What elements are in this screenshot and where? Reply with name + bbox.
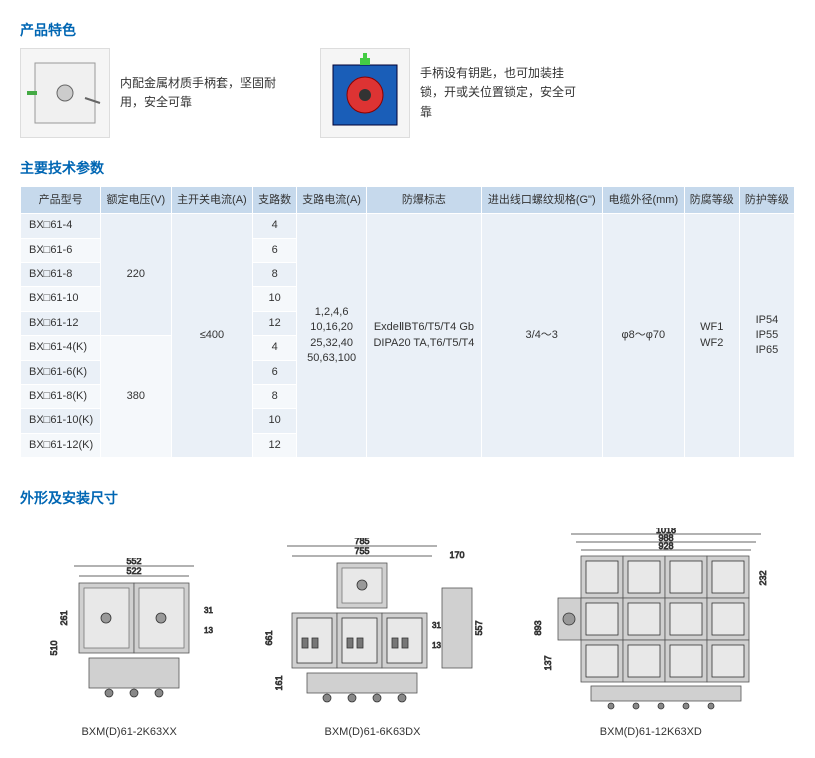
dim-3-label: BXM(D)61-12K63XD	[526, 726, 776, 738]
svg-text:893: 893	[533, 621, 543, 636]
cell-circuits: 6	[253, 360, 297, 384]
th-voltage: 额定电压(V)	[101, 187, 171, 214]
th-circuits: 支路数	[253, 187, 297, 214]
dim-1-label: BXM(D)61-2K63XX	[39, 726, 219, 738]
cell-model: BX□61-8	[21, 263, 101, 287]
svg-text:137: 137	[543, 656, 553, 671]
cell-circuits: 12	[253, 433, 297, 457]
table-row: BX□61-4220≤40041,2,4,6 10,16,20 25,32,40…	[21, 214, 795, 238]
dim-1: 552 522 510 261 31 13 BXM(D)61-2K63XX	[39, 558, 219, 738]
cell-branch-current: 1,2,4,6 10,16,20 25,32,40 50,63,100	[296, 214, 366, 458]
cell-model: BX□61-6(K)	[21, 360, 101, 384]
dim-1-drawing: 552 522 510 261 31 13	[39, 558, 219, 718]
cell-model: BX□61-8(K)	[21, 385, 101, 409]
cell-protection: IP54 IP55 IP65	[739, 214, 794, 458]
cell-circuits: 4	[253, 336, 297, 360]
feature-2-image	[320, 48, 410, 138]
cell-circuits: 12	[253, 311, 297, 335]
dim-2-label: BXM(D)61-6K63DX	[257, 726, 487, 738]
cell-thread: 3/4～3	[481, 214, 602, 458]
cell-circuits: 8	[253, 385, 297, 409]
feature-2: 手柄设有钥匙，也可加装挂锁，开或关位置锁定，安全可靠	[320, 48, 580, 138]
features-title: 产品特色	[20, 20, 795, 40]
cell-circuits: 10	[253, 287, 297, 311]
svg-text:31: 31	[432, 621, 441, 630]
cell-model: BX□61-4	[21, 214, 101, 238]
svg-text:522: 522	[127, 566, 142, 576]
feature-2-text: 手柄设有钥匙，也可加装挂锁，开或关位置锁定，安全可靠	[420, 64, 580, 122]
svg-text:13: 13	[204, 626, 213, 635]
th-thread: 进出线口螺纹规格(G")	[481, 187, 602, 214]
cell-circuits: 10	[253, 409, 297, 433]
svg-text:661: 661	[264, 631, 274, 646]
th-protection: 防护等级	[739, 187, 794, 214]
th-cable: 电缆外径(mm)	[602, 187, 684, 214]
cell-model: BX□61-10(K)	[21, 409, 101, 433]
cell-explosion: ExdeⅡBT6/T5/T4 Gb DIPA20 TA,T6/T5/T4	[367, 214, 481, 458]
svg-text:928: 928	[658, 541, 673, 551]
dimensions-title: 外形及安装尺寸	[20, 488, 795, 508]
svg-text:552: 552	[127, 558, 142, 566]
spec-table: 产品型号 额定电压(V) 主开关电流(A) 支路数 支路电流(A) 防爆标志 进…	[20, 186, 795, 458]
svg-text:170: 170	[450, 550, 465, 560]
cell-voltage: 380	[101, 336, 171, 458]
th-branch-current: 支路电流(A)	[296, 187, 366, 214]
th-model: 产品型号	[21, 187, 101, 214]
features-row: 内配金属材质手柄套，坚固耐用，安全可靠 手柄设有钥匙，也可加装挂锁，开或关位置锁…	[20, 48, 795, 138]
feature-1-text: 内配金属材质手柄套，坚固耐用，安全可靠	[120, 74, 280, 112]
svg-text:161: 161	[274, 676, 284, 691]
cell-circuits: 6	[253, 238, 297, 262]
dim-2-drawing: 785 755 170 661 557 161 31	[257, 538, 487, 718]
dim-2: 785 755 170 661 557 161 31	[257, 538, 487, 738]
cell-circuits: 8	[253, 263, 297, 287]
cell-model: BX□61-12(K)	[21, 433, 101, 457]
cell-cable: φ8～φ70	[602, 214, 684, 458]
svg-text:755: 755	[355, 546, 370, 556]
feature-1-image	[20, 48, 110, 138]
cell-corrosion: WF1 WF2	[684, 214, 739, 458]
svg-text:557: 557	[474, 621, 484, 636]
dimensions-row: 552 522 510 261 31 13 BXM(D)61-2K63XX 78…	[20, 528, 795, 738]
svg-text:261: 261	[59, 611, 69, 626]
dim-3: 1018 988 928 893 232 137 BXM(D)61-12K63X…	[526, 528, 776, 738]
table-header-row: 产品型号 额定电压(V) 主开关电流(A) 支路数 支路电流(A) 防爆标志 进…	[21, 187, 795, 214]
cell-main-current: ≤400	[171, 214, 253, 458]
th-main-current: 主开关电流(A)	[171, 187, 253, 214]
th-explosion: 防爆标志	[367, 187, 481, 214]
svg-text:785: 785	[355, 538, 370, 546]
svg-text:31: 31	[204, 606, 213, 615]
cell-circuits: 4	[253, 214, 297, 238]
dim-3-drawing: 1018 988 928 893 232 137	[526, 528, 776, 718]
cell-model: BX□61-6	[21, 238, 101, 262]
cell-voltage: 220	[101, 214, 171, 336]
feature-1: 内配金属材质手柄套，坚固耐用，安全可靠	[20, 48, 280, 138]
svg-text:510: 510	[49, 641, 59, 656]
th-corrosion: 防腐等级	[684, 187, 739, 214]
cell-model: BX□61-12	[21, 311, 101, 335]
svg-text:232: 232	[758, 571, 768, 586]
cell-model: BX□61-10	[21, 287, 101, 311]
cell-model: BX□61-4(K)	[21, 336, 101, 360]
specs-title: 主要技术参数	[20, 158, 795, 178]
